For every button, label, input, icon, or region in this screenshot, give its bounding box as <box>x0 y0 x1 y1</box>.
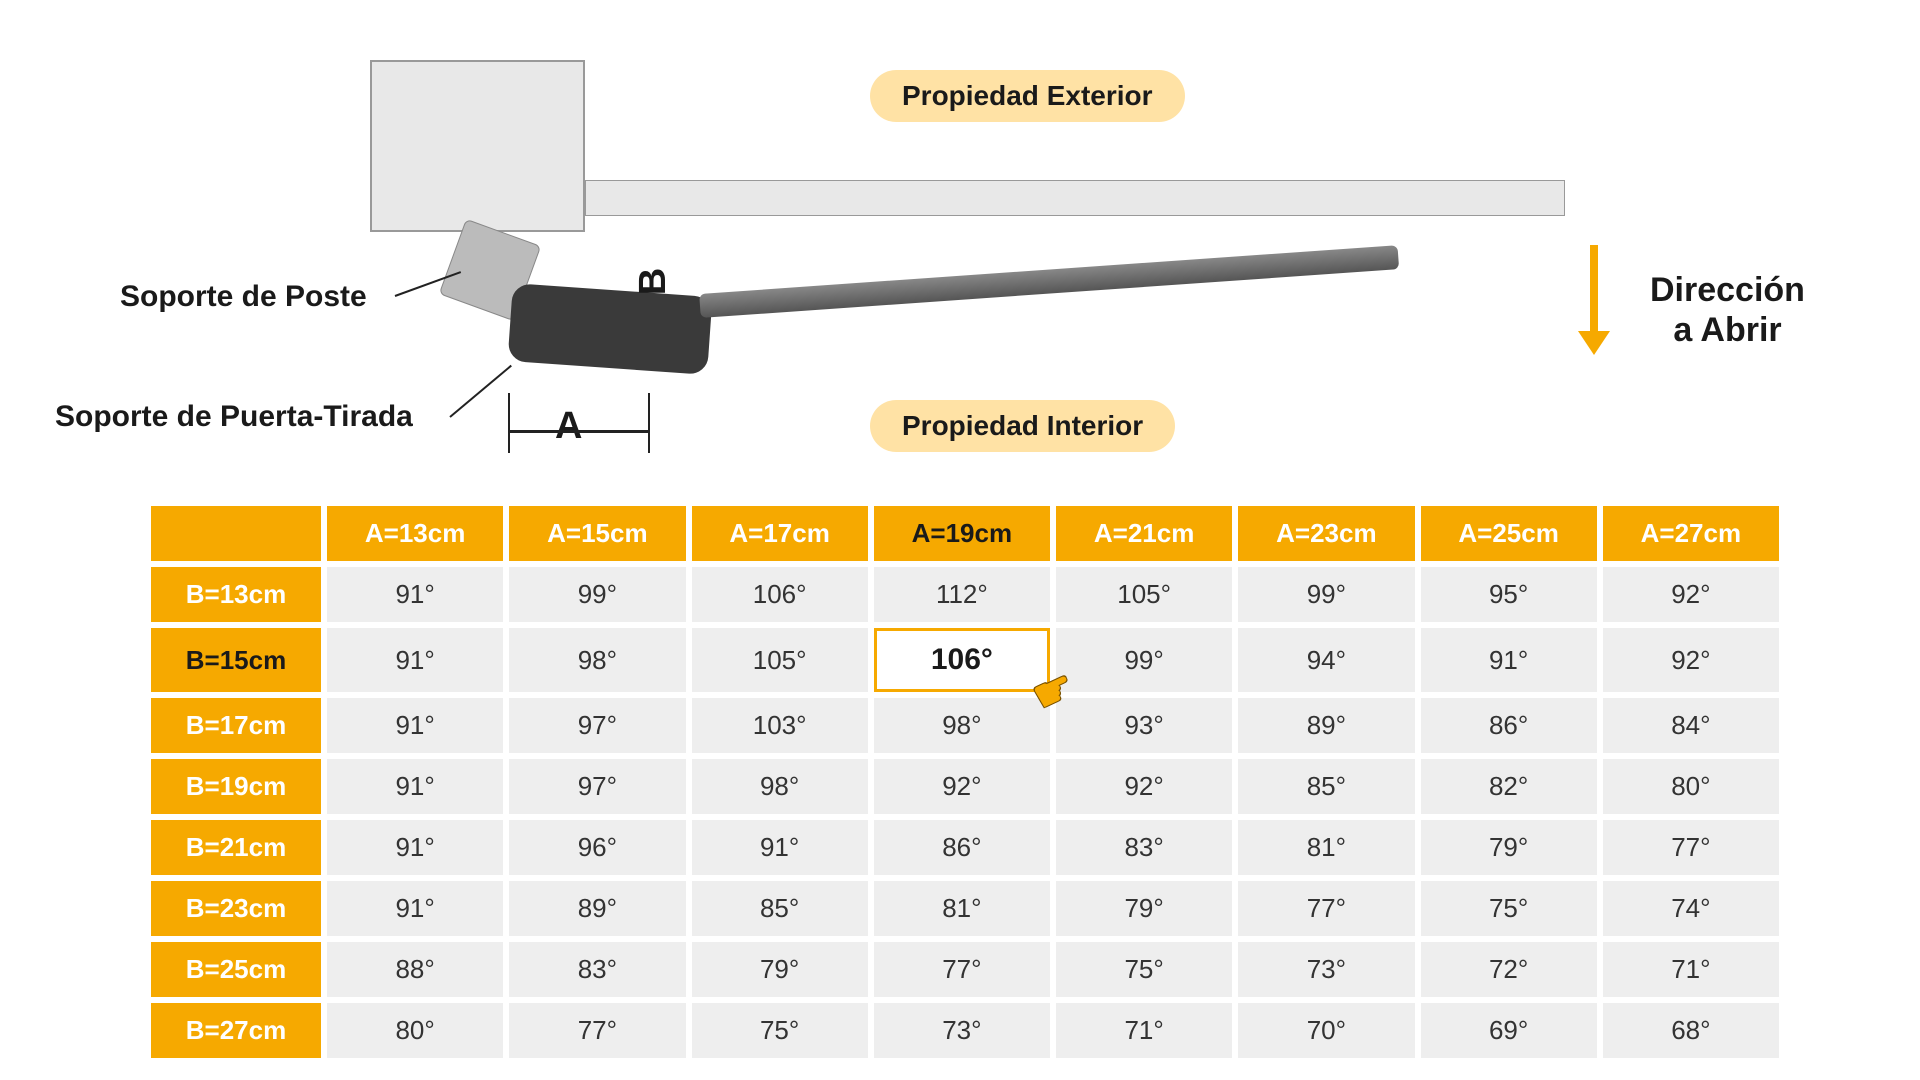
angle-cell: 79° <box>1421 820 1597 875</box>
motor-body-shape <box>508 283 713 375</box>
angle-cell: 75° <box>1421 881 1597 936</box>
gate-opener-diagram: Propiedad Exterior Propiedad Interior So… <box>0 30 1920 460</box>
angle-cell: 92° <box>1056 759 1232 814</box>
angle-table: A=13cmA=15cmA=17cmA=19cmA=21cmA=23cmA=25… <box>145 500 1785 1064</box>
pointer-line-puerta <box>449 365 512 418</box>
angle-cell: 71° <box>1056 1003 1232 1058</box>
angle-cell: 69° <box>1421 1003 1597 1058</box>
angle-cell: 91° <box>327 820 503 875</box>
col-header: A=27cm <box>1603 506 1779 561</box>
col-header: A=19cm <box>874 506 1050 561</box>
angle-cell: 106°☛ <box>874 628 1050 692</box>
angle-cell: 98° <box>692 759 868 814</box>
angle-cell: 86° <box>1421 698 1597 753</box>
angle-cell: 75° <box>1056 942 1232 997</box>
angle-cell: 81° <box>1238 820 1414 875</box>
angle-cell: 77° <box>1603 820 1779 875</box>
angle-cell: 77° <box>509 1003 685 1058</box>
gate-bar-shape <box>585 180 1565 216</box>
row-header: B=23cm <box>151 881 321 936</box>
angle-cell: 79° <box>692 942 868 997</box>
angle-cell: 96° <box>509 820 685 875</box>
angle-cell: 91° <box>1421 628 1597 692</box>
angle-cell: 105° <box>692 628 868 692</box>
angle-cell: 94° <box>1238 628 1414 692</box>
row-header: B=21cm <box>151 820 321 875</box>
angle-cell: 99° <box>1238 567 1414 622</box>
row-header: B=25cm <box>151 942 321 997</box>
col-header: A=23cm <box>1238 506 1414 561</box>
actuator-arm-shape <box>699 245 1399 318</box>
angle-cell: 72° <box>1421 942 1597 997</box>
angle-cell: 92° <box>1603 628 1779 692</box>
angle-cell: 89° <box>509 881 685 936</box>
angle-cell: 71° <box>1603 942 1779 997</box>
dimension-a-label: A <box>555 405 582 448</box>
angle-cell: 95° <box>1421 567 1597 622</box>
angle-cell: 80° <box>327 1003 503 1058</box>
angle-cell: 97° <box>509 698 685 753</box>
angle-cell: 98° <box>874 698 1050 753</box>
angle-cell: 91° <box>327 698 503 753</box>
angle-cell: 98° <box>509 628 685 692</box>
label-interior: Propiedad Interior <box>870 400 1175 452</box>
angle-cell: 91° <box>327 628 503 692</box>
open-direction-arrow-icon <box>1590 245 1598 335</box>
angle-cell: 106° <box>692 567 868 622</box>
label-post-bracket: Soporte de Poste <box>120 280 367 314</box>
col-header: A=13cm <box>327 506 503 561</box>
col-header: A=25cm <box>1421 506 1597 561</box>
row-header: B=19cm <box>151 759 321 814</box>
label-gate-bracket: Soporte de Puerta-Tirada <box>55 400 413 434</box>
angle-cell: 84° <box>1603 698 1779 753</box>
angle-cell: 99° <box>1056 628 1232 692</box>
angle-cell: 77° <box>874 942 1050 997</box>
table-corner <box>151 506 321 561</box>
angle-cell: 97° <box>509 759 685 814</box>
angle-cell: 86° <box>874 820 1050 875</box>
angle-cell: 91° <box>327 567 503 622</box>
col-header: A=21cm <box>1056 506 1232 561</box>
label-open-direction: Direccióna Abrir <box>1650 270 1805 350</box>
angle-cell: 70° <box>1238 1003 1414 1058</box>
angle-cell: 91° <box>327 881 503 936</box>
angle-cell: 83° <box>1056 820 1232 875</box>
angle-cell: 79° <box>1056 881 1232 936</box>
col-header: A=17cm <box>692 506 868 561</box>
row-header: B=27cm <box>151 1003 321 1058</box>
angle-cell: 75° <box>692 1003 868 1058</box>
angle-cell: 73° <box>1238 942 1414 997</box>
dimension-b-label: B <box>632 268 675 295</box>
angle-cell: 85° <box>692 881 868 936</box>
label-exterior: Propiedad Exterior <box>870 70 1185 122</box>
row-header: B=15cm <box>151 628 321 692</box>
angle-cell: 82° <box>1421 759 1597 814</box>
row-header: B=13cm <box>151 567 321 622</box>
angle-cell: 77° <box>1238 881 1414 936</box>
angle-cell: 83° <box>509 942 685 997</box>
angle-cell: 74° <box>1603 881 1779 936</box>
dimension-a-line <box>508 430 650 433</box>
angle-cell: 103° <box>692 698 868 753</box>
angle-cell: 73° <box>874 1003 1050 1058</box>
angle-cell: 68° <box>1603 1003 1779 1058</box>
angle-cell: 89° <box>1238 698 1414 753</box>
angle-cell: 99° <box>509 567 685 622</box>
col-header: A=15cm <box>509 506 685 561</box>
angle-cell: 88° <box>327 942 503 997</box>
angle-cell: 81° <box>874 881 1050 936</box>
angle-cell: 85° <box>1238 759 1414 814</box>
angle-cell: 105° <box>1056 567 1232 622</box>
angle-cell: 91° <box>327 759 503 814</box>
angle-cell: 91° <box>692 820 868 875</box>
angle-cell: 93° <box>1056 698 1232 753</box>
angle-cell: 92° <box>1603 567 1779 622</box>
angle-cell: 92° <box>874 759 1050 814</box>
angle-cell: 112° <box>874 567 1050 622</box>
angle-cell: 80° <box>1603 759 1779 814</box>
pillar-shape <box>370 60 585 232</box>
row-header: B=17cm <box>151 698 321 753</box>
